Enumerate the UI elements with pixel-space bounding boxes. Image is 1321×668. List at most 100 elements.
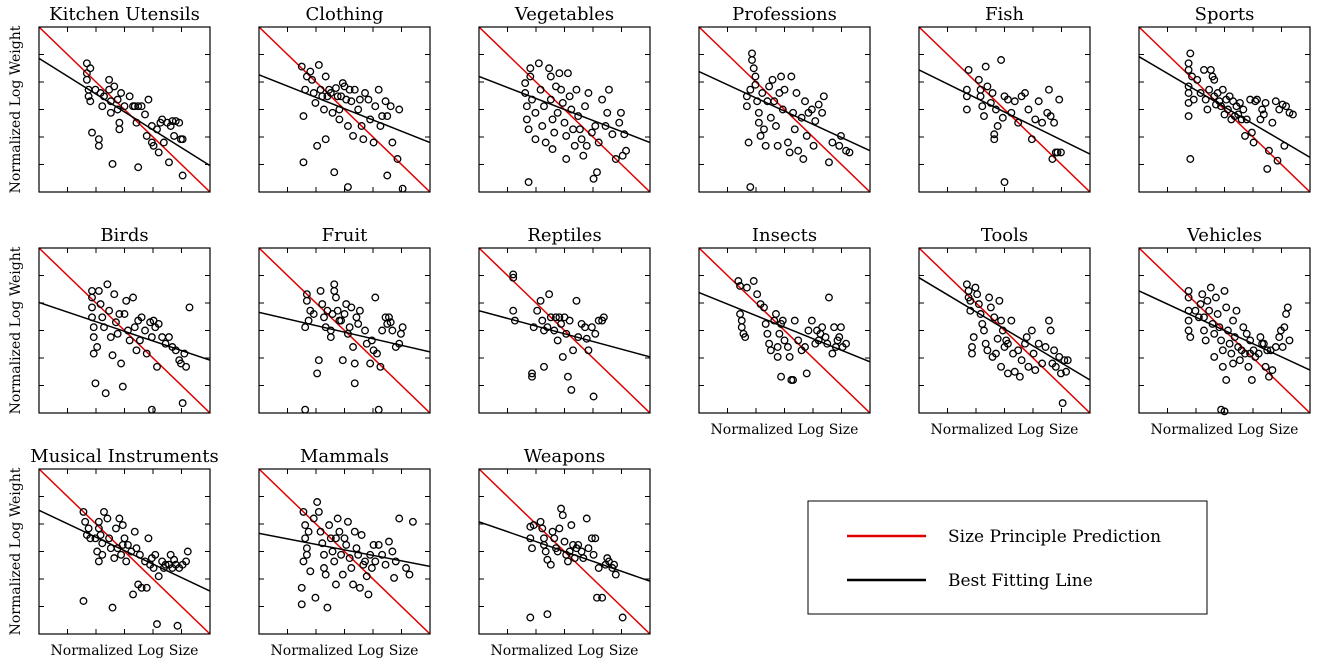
data-point: [86, 64, 95, 73]
data-point: [354, 105, 363, 114]
legend-label-fit: Best Fitting Line: [948, 571, 1093, 591]
data-point: [158, 333, 167, 342]
data-point: [361, 326, 369, 335]
data-point: [995, 296, 1004, 305]
data-point: [603, 108, 612, 117]
data-point: [378, 550, 387, 559]
data-point: [1271, 97, 1280, 106]
data-point: [579, 151, 588, 160]
data-point: [183, 547, 192, 556]
data-point: [823, 339, 832, 348]
data-point: [766, 113, 775, 122]
data-point: [369, 540, 378, 549]
data-point: [1229, 316, 1237, 325]
data-point: [313, 498, 322, 506]
data-point: [807, 316, 816, 325]
data-point: [536, 296, 545, 305]
data-point: [1227, 349, 1236, 358]
data-point: [574, 333, 583, 342]
data-point: [976, 92, 985, 101]
data-point: [378, 326, 387, 335]
data-point: [81, 517, 90, 526]
data-point: [395, 514, 404, 523]
data-point: [349, 131, 357, 140]
data-point: [1014, 118, 1023, 127]
data-point: [326, 326, 335, 335]
data-point: [335, 527, 344, 536]
data-point: [553, 547, 562, 556]
data-point: [538, 122, 547, 130]
data-point: [581, 102, 589, 111]
data-point: [1265, 372, 1273, 381]
data-point: [990, 130, 999, 139]
data-point: [297, 62, 306, 71]
data-point: [122, 296, 131, 305]
data-point: [540, 362, 548, 371]
data-point: [1210, 352, 1219, 361]
data-point: [86, 534, 95, 543]
data-point: [311, 98, 320, 107]
data-point: [1186, 333, 1195, 342]
data-point: [1021, 89, 1029, 97]
data-point: [974, 75, 983, 84]
data-point: [804, 326, 813, 335]
data-point: [318, 539, 327, 548]
data-point: [405, 570, 414, 579]
data-point: [101, 389, 110, 398]
data-point: [587, 534, 596, 543]
data-point: [1024, 362, 1033, 371]
data-point: [1241, 349, 1249, 358]
data-point: [170, 555, 179, 564]
plot-frame: [258, 247, 431, 414]
data-point: [546, 560, 555, 569]
data-point: [794, 146, 803, 155]
data-point: [1200, 65, 1208, 74]
data-point: [141, 110, 149, 119]
panel-title: Vehicles: [1186, 225, 1262, 246]
data-point: [166, 122, 175, 130]
data-point: [123, 326, 132, 335]
data-point: [117, 89, 126, 97]
data-point: [297, 600, 306, 609]
data-point: [969, 333, 978, 342]
data-point: [178, 135, 187, 144]
data-point: [1184, 326, 1193, 335]
data-point: [828, 349, 837, 358]
data-point: [1046, 326, 1055, 335]
data-point: [340, 534, 349, 543]
data-point: [569, 346, 577, 355]
data-point: [611, 570, 620, 579]
data-point: [1184, 112, 1193, 121]
data-point: [789, 108, 797, 117]
data-point: [818, 108, 827, 117]
axis-ticks: [919, 248, 1090, 413]
data-point: [584, 346, 593, 355]
data-point: [132, 346, 141, 355]
data-point: [845, 148, 854, 157]
data-point: [151, 550, 160, 559]
data-point: [557, 504, 566, 513]
panel-tools: Tools Normalized Log Size: [918, 225, 1091, 438]
data-point: [142, 131, 151, 140]
data-point: [567, 521, 576, 530]
data-point: [332, 84, 340, 92]
data-point: [350, 359, 359, 368]
data-point: [304, 527, 313, 536]
y-axis-label: Normalized Log Weight: [8, 25, 24, 193]
data-point: [775, 329, 784, 338]
data-point: [149, 564, 158, 572]
data-point: [333, 92, 342, 101]
panel-vehicles: Vehicles Normalized Log Size: [1138, 225, 1311, 438]
data-point: [91, 379, 100, 388]
data-point: [1239, 105, 1248, 114]
data-point: [1003, 369, 1012, 378]
data-point: [766, 346, 775, 355]
panel-sports: Sports: [1138, 4, 1311, 193]
data-point: [1282, 102, 1291, 111]
panel-title: Mammals: [300, 446, 389, 467]
data-point: [100, 323, 108, 332]
data-point: [1288, 110, 1297, 119]
data-point: [354, 319, 363, 328]
data-point: [393, 155, 402, 163]
data-point: [528, 372, 536, 381]
